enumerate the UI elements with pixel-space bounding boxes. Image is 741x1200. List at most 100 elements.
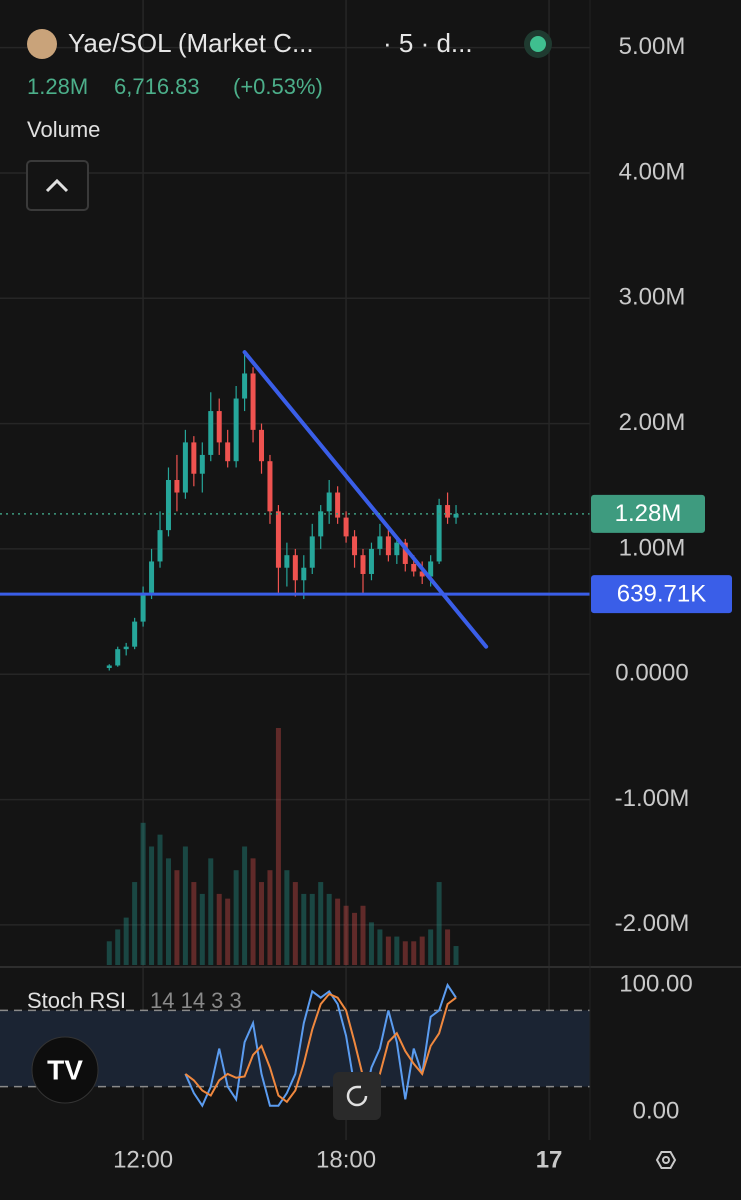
volume-bar (292, 882, 298, 965)
volume-bar (428, 929, 434, 965)
volume-bar (267, 870, 273, 965)
interval[interactable]: · 5 · d... (383, 28, 473, 58)
volume-bar (301, 893, 307, 965)
stoch-line (184, 982, 457, 1109)
candle-body (191, 442, 197, 474)
candle-body (199, 454, 205, 474)
x-tick-label: 17 (536, 1146, 563, 1173)
volume-bar (216, 893, 222, 965)
tv-logo-mark: TV (47, 1054, 83, 1085)
volume-bar (242, 846, 248, 965)
volume-bar (453, 946, 459, 965)
candle-body (267, 461, 273, 512)
volume-bar (165, 858, 171, 965)
candle-body (182, 442, 188, 493)
candle-body (411, 563, 417, 572)
candle-body (377, 536, 383, 549)
volume-bar (318, 882, 324, 965)
settings-icon-center (662, 1156, 670, 1164)
candle-body (106, 665, 112, 668)
chevron-icon (45, 178, 69, 193)
candle-body (140, 592, 146, 622)
y-tick-label: 0.00 (633, 1097, 680, 1124)
volume-bar (182, 846, 188, 965)
y-tick-label: 0.0000 (615, 660, 688, 687)
tv-logo[interactable] (31, 1036, 99, 1104)
volume-bar (275, 728, 281, 965)
candle-body (318, 511, 324, 537)
reset-button[interactable] (333, 1072, 381, 1120)
price-label-box (591, 575, 732, 614)
candle-body (292, 555, 298, 581)
candle-body (394, 542, 400, 556)
reset-icon (346, 1085, 368, 1107)
token-icon (27, 29, 57, 59)
y-tick-label: 1.00M (619, 534, 686, 561)
volume-bar (250, 858, 256, 965)
volume-bar (411, 941, 417, 965)
stoch-line (184, 992, 457, 1104)
price-label: 639.71K (617, 580, 706, 607)
price-value: (+0.53%) (233, 74, 323, 99)
volume-bar (225, 898, 231, 965)
candle-body (385, 536, 391, 556)
volume-bar (191, 882, 197, 965)
volume-bar (233, 870, 239, 965)
volume-bar (259, 882, 265, 965)
volume-bar (385, 936, 391, 965)
indicator-name[interactable]: Stoch RSI (27, 988, 126, 1013)
candle-body (284, 555, 290, 568)
candle-body (275, 511, 281, 568)
collapse-button[interactable] (26, 160, 89, 211)
status-dot (530, 36, 546, 52)
candle-body (157, 530, 163, 562)
volume-bar (360, 905, 366, 965)
indicator-name[interactable]: Volume (27, 117, 100, 142)
price-value: 6,716.83 (114, 74, 200, 99)
volume-bar (132, 882, 138, 965)
y-tick-label: 5.00M (619, 33, 686, 60)
volume-bar (326, 893, 332, 965)
price-label-box (591, 494, 705, 533)
candle-body (208, 411, 214, 455)
trend-line (242, 350, 489, 649)
volume-bar (106, 941, 112, 965)
price-value: 1.28M (27, 74, 88, 99)
candle-body (115, 649, 121, 666)
y-tick-label: -1.00M (615, 785, 690, 812)
y-tick-label: 2.00M (619, 409, 686, 436)
candle-body (259, 429, 265, 462)
volume-bar (309, 893, 315, 965)
candle-body (402, 542, 408, 564)
volume-bar (140, 822, 146, 965)
candle-body (445, 505, 451, 518)
candle-body (326, 492, 332, 512)
volume-bar (394, 936, 400, 965)
candle-body (352, 536, 358, 556)
volume-bar (208, 858, 214, 965)
volume-bar (402, 941, 408, 965)
y-tick-label: 4.00M (619, 158, 686, 185)
volume-bar (174, 870, 180, 965)
candle-body (335, 492, 341, 518)
settings-icon[interactable] (655, 1151, 677, 1169)
x-tick-label: 18:00 (316, 1146, 376, 1173)
volume-bar (445, 929, 451, 965)
candle-body (428, 561, 434, 577)
volume-bar (284, 870, 290, 965)
volume-bar (335, 898, 341, 965)
candle-body (301, 567, 307, 581)
candle-body (132, 621, 138, 647)
candle-body (242, 373, 248, 399)
volume-bar (115, 929, 121, 965)
candle-body (453, 513, 459, 518)
y-tick-label: 100.00 (619, 970, 692, 997)
candle-body (368, 548, 374, 574)
price-label: 1.28M (615, 500, 682, 527)
volume-bar (149, 846, 155, 965)
volume-bar (377, 929, 383, 965)
volume-bar (436, 882, 442, 965)
symbol-title[interactable]: Yae/SOL (Market C... (68, 28, 314, 58)
volume-bar (199, 893, 205, 965)
volume-bar (123, 917, 129, 965)
